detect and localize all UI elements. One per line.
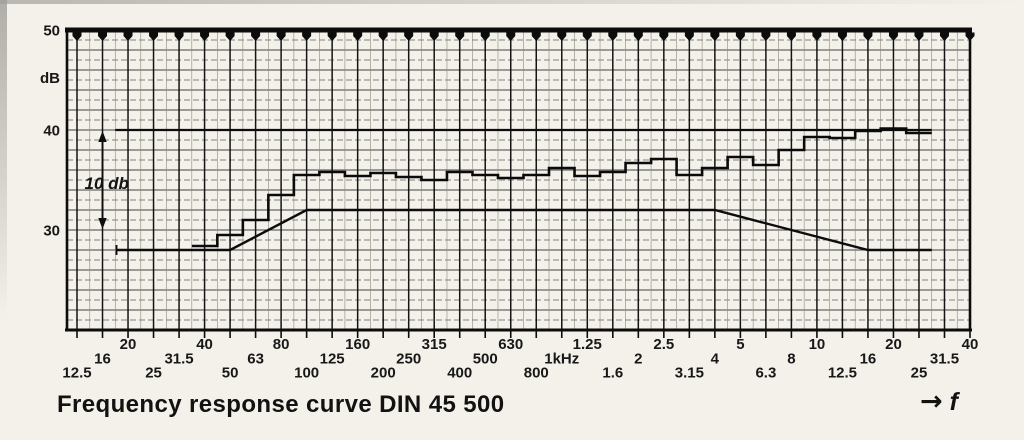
svg-text:1.25: 1.25 xyxy=(573,336,602,353)
svg-text:6.3: 6.3 xyxy=(755,365,776,382)
svg-text:200: 200 xyxy=(371,365,396,382)
svg-text:40: 40 xyxy=(962,336,979,353)
svg-text:160: 160 xyxy=(345,336,370,353)
svg-text:125: 125 xyxy=(320,351,345,368)
svg-text:31.5: 31.5 xyxy=(930,351,959,368)
plot-frame xyxy=(65,27,972,332)
bottom-ticks xyxy=(76,331,971,338)
svg-text:3.15: 3.15 xyxy=(675,365,704,382)
svg-text:500: 500 xyxy=(473,351,498,368)
svg-text:50: 50 xyxy=(222,365,239,382)
svg-text:20: 20 xyxy=(885,336,902,353)
svg-text:1kHz: 1kHz xyxy=(544,351,579,368)
svg-text:16: 16 xyxy=(94,351,111,368)
grid-horizontal-lines xyxy=(67,39,970,321)
svg-text:30: 30 xyxy=(43,223,60,240)
scan-edge-shadow-top xyxy=(0,0,1024,4)
scan-edge-shadow-left xyxy=(0,0,7,320)
frequency-axis-label: → f xyxy=(920,388,1010,415)
right-arrow-icon: → xyxy=(920,386,943,417)
x-axis-tick-labels: 12.516202531.540506380100125160200250315… xyxy=(62,336,978,382)
svg-text:4: 4 xyxy=(711,351,720,368)
chart-title: Frequency response curve DIN 45 500 xyxy=(57,391,505,418)
svg-text:800: 800 xyxy=(524,365,549,382)
svg-text:400: 400 xyxy=(447,365,472,382)
svg-text:100: 100 xyxy=(294,365,319,382)
svg-text:20: 20 xyxy=(120,336,137,353)
db-span-label: 10 db xyxy=(85,174,129,193)
svg-text:31.5: 31.5 xyxy=(164,351,193,368)
svg-text:12.5: 12.5 xyxy=(62,365,91,382)
svg-text:80: 80 xyxy=(273,336,290,353)
y-axis-tick-labels: 50 40 30 dB xyxy=(40,23,60,240)
svg-text:5: 5 xyxy=(736,336,744,353)
svg-text:16: 16 xyxy=(860,351,877,368)
svg-text:10: 10 xyxy=(809,336,826,353)
svg-text:1.6: 1.6 xyxy=(602,365,623,382)
svg-text:25: 25 xyxy=(911,365,928,382)
svg-text:315: 315 xyxy=(422,336,447,353)
frequency-symbol: f xyxy=(949,388,958,416)
svg-text:2.5: 2.5 xyxy=(653,336,674,353)
svg-text:12.5: 12.5 xyxy=(828,365,857,382)
db-span-arrow: 10 db xyxy=(85,131,129,229)
svg-text:25: 25 xyxy=(145,365,162,382)
svg-text:40: 40 xyxy=(43,123,60,140)
measured-response-curve xyxy=(191,127,932,248)
svg-text:630: 630 xyxy=(498,336,523,353)
tolerance-limit-line xyxy=(115,208,932,255)
svg-text:63: 63 xyxy=(247,351,264,368)
top-markers xyxy=(72,32,975,41)
svg-text:40: 40 xyxy=(196,336,213,353)
svg-text:50: 50 xyxy=(43,23,60,40)
svg-text:2: 2 xyxy=(634,351,642,368)
svg-text:8: 8 xyxy=(787,351,795,368)
y-axis-unit: dB xyxy=(40,70,60,87)
svg-text:250: 250 xyxy=(396,351,421,368)
